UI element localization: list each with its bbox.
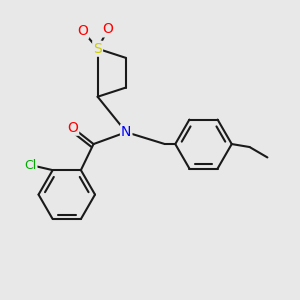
Text: O: O [77,24,88,38]
Text: Cl: Cl [24,159,37,172]
Text: S: S [93,42,102,56]
Text: N: N [121,125,131,139]
Text: O: O [103,22,113,36]
Text: O: O [67,121,78,135]
